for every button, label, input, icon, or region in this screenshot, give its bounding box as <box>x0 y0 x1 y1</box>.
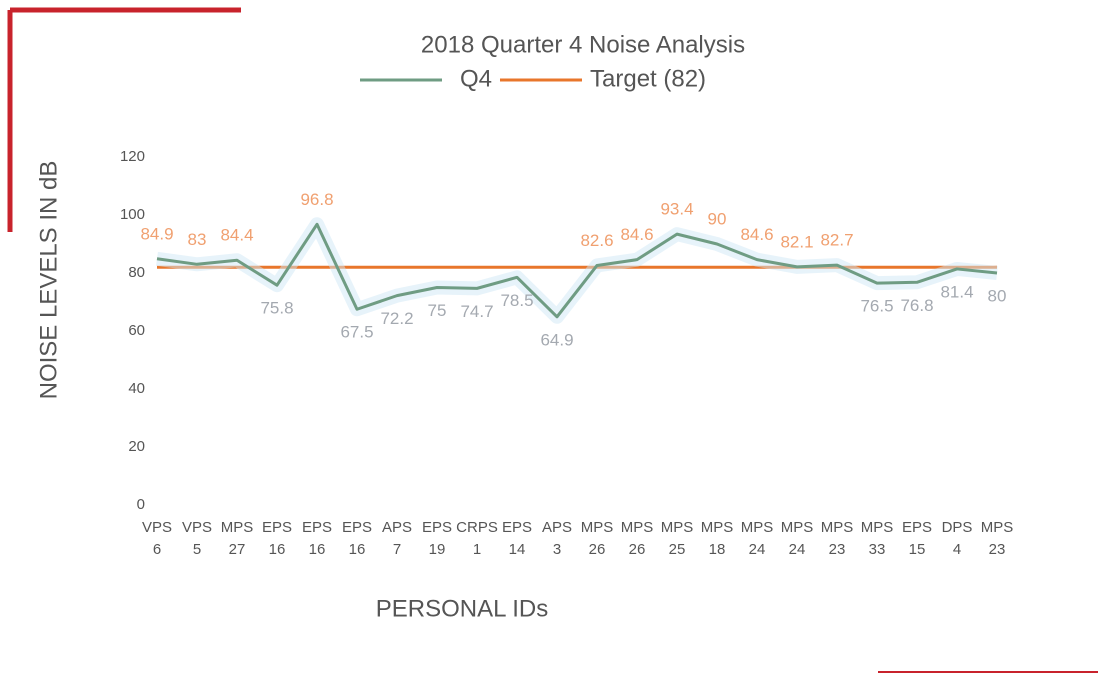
x-tick-label: MPS <box>861 519 894 536</box>
x-tick-label: 1 <box>473 541 481 558</box>
data-label: 82.1 <box>780 232 813 251</box>
x-tick-label: 16 <box>349 541 366 558</box>
data-label: 96.8 <box>300 190 333 209</box>
x-tick-label: 33 <box>869 541 886 558</box>
data-label: 64.9 <box>540 330 573 349</box>
data-label: 81.4 <box>940 282 973 301</box>
x-tick-label: 24 <box>789 541 806 558</box>
data-label: 90 <box>708 209 727 228</box>
data-label: 84.6 <box>740 225 773 244</box>
data-label: 84.4 <box>220 226 253 245</box>
x-tick-label: 18 <box>709 541 726 558</box>
x-tick-label: EPS <box>342 519 372 536</box>
x-tick-label: MPS <box>581 519 614 536</box>
x-tick-label: 19 <box>429 541 446 558</box>
x-tick-label: EPS <box>302 519 332 536</box>
data-label: 76.5 <box>860 297 893 316</box>
data-label: 93.4 <box>660 200 693 219</box>
x-tick-label: MPS <box>741 519 774 536</box>
data-label: 83 <box>188 230 207 249</box>
x-tick-label: 16 <box>269 541 286 558</box>
y-tick-label: 120 <box>120 148 145 165</box>
data-label: 76.8 <box>900 296 933 315</box>
y-tick-label: 40 <box>128 380 145 397</box>
x-axis-title: PERSONAL IDs <box>376 595 549 622</box>
y-tick-label: 100 <box>120 206 145 223</box>
data-label: 72.2 <box>380 309 413 328</box>
x-tick-label: 25 <box>669 541 686 558</box>
chart-title: 2018 Quarter 4 Noise Analysis <box>421 31 745 58</box>
y-tick-label: 60 <box>128 322 145 339</box>
x-tick-label: 23 <box>829 541 846 558</box>
x-tick-label: EPS <box>502 519 532 536</box>
x-tick-label: EPS <box>422 519 452 536</box>
x-tick-label: 26 <box>589 541 606 558</box>
x-tick-label: APS <box>542 519 572 536</box>
x-tick-label: 14 <box>509 541 526 558</box>
x-tick-label: 15 <box>909 541 926 558</box>
y-tick-label: 0 <box>137 496 145 513</box>
x-tick-label: 4 <box>953 541 961 558</box>
x-tick-label: EPS <box>262 519 292 536</box>
data-label: 84.9 <box>140 224 173 243</box>
x-tick-label: MPS <box>781 519 814 536</box>
x-tick-label: VPS <box>182 519 212 536</box>
x-tick-label: 23 <box>989 541 1006 558</box>
x-tick-label: 16 <box>309 541 326 558</box>
x-tick-label: EPS <box>902 519 932 536</box>
x-tick-label: MPS <box>821 519 854 536</box>
legend-label: Target (82) <box>590 65 706 92</box>
x-tick-label: 27 <box>229 541 246 558</box>
x-tick-label: APS <box>382 519 412 536</box>
legend-label: Q4 <box>460 65 492 92</box>
x-tick-label: MPS <box>661 519 694 536</box>
x-tick-label: 26 <box>629 541 646 558</box>
y-axis-title: NOISE LEVELS IN dB <box>35 161 62 400</box>
x-tick-label: 7 <box>393 541 401 558</box>
x-tick-label: MPS <box>981 519 1014 536</box>
y-tick-label: 20 <box>128 438 145 455</box>
series-line <box>156 222 998 319</box>
x-tick-label: 3 <box>553 541 561 558</box>
x-tick-label: 24 <box>749 541 766 558</box>
data-label: 82.7 <box>820 231 853 250</box>
x-tick-label: MPS <box>221 519 254 536</box>
x-tick-label: 6 <box>153 541 161 558</box>
x-tick-label: MPS <box>701 519 734 536</box>
data-label: 67.5 <box>340 323 373 342</box>
x-tick-label: VPS <box>142 519 172 536</box>
data-label: 84.6 <box>620 225 653 244</box>
x-tick-label: 5 <box>193 541 201 558</box>
data-label: 78.5 <box>500 291 533 310</box>
x-tick-label: MPS <box>621 519 654 536</box>
data-label: 80 <box>988 286 1007 305</box>
data-label: 82.6 <box>580 231 613 250</box>
data-label: 75.8 <box>260 299 293 318</box>
x-tick-label: CRPS <box>456 519 498 536</box>
y-tick-label: 80 <box>128 264 145 281</box>
x-tick-label: DPS <box>942 519 973 536</box>
data-label: 74.7 <box>460 302 493 321</box>
data-label: 75 <box>428 301 447 320</box>
